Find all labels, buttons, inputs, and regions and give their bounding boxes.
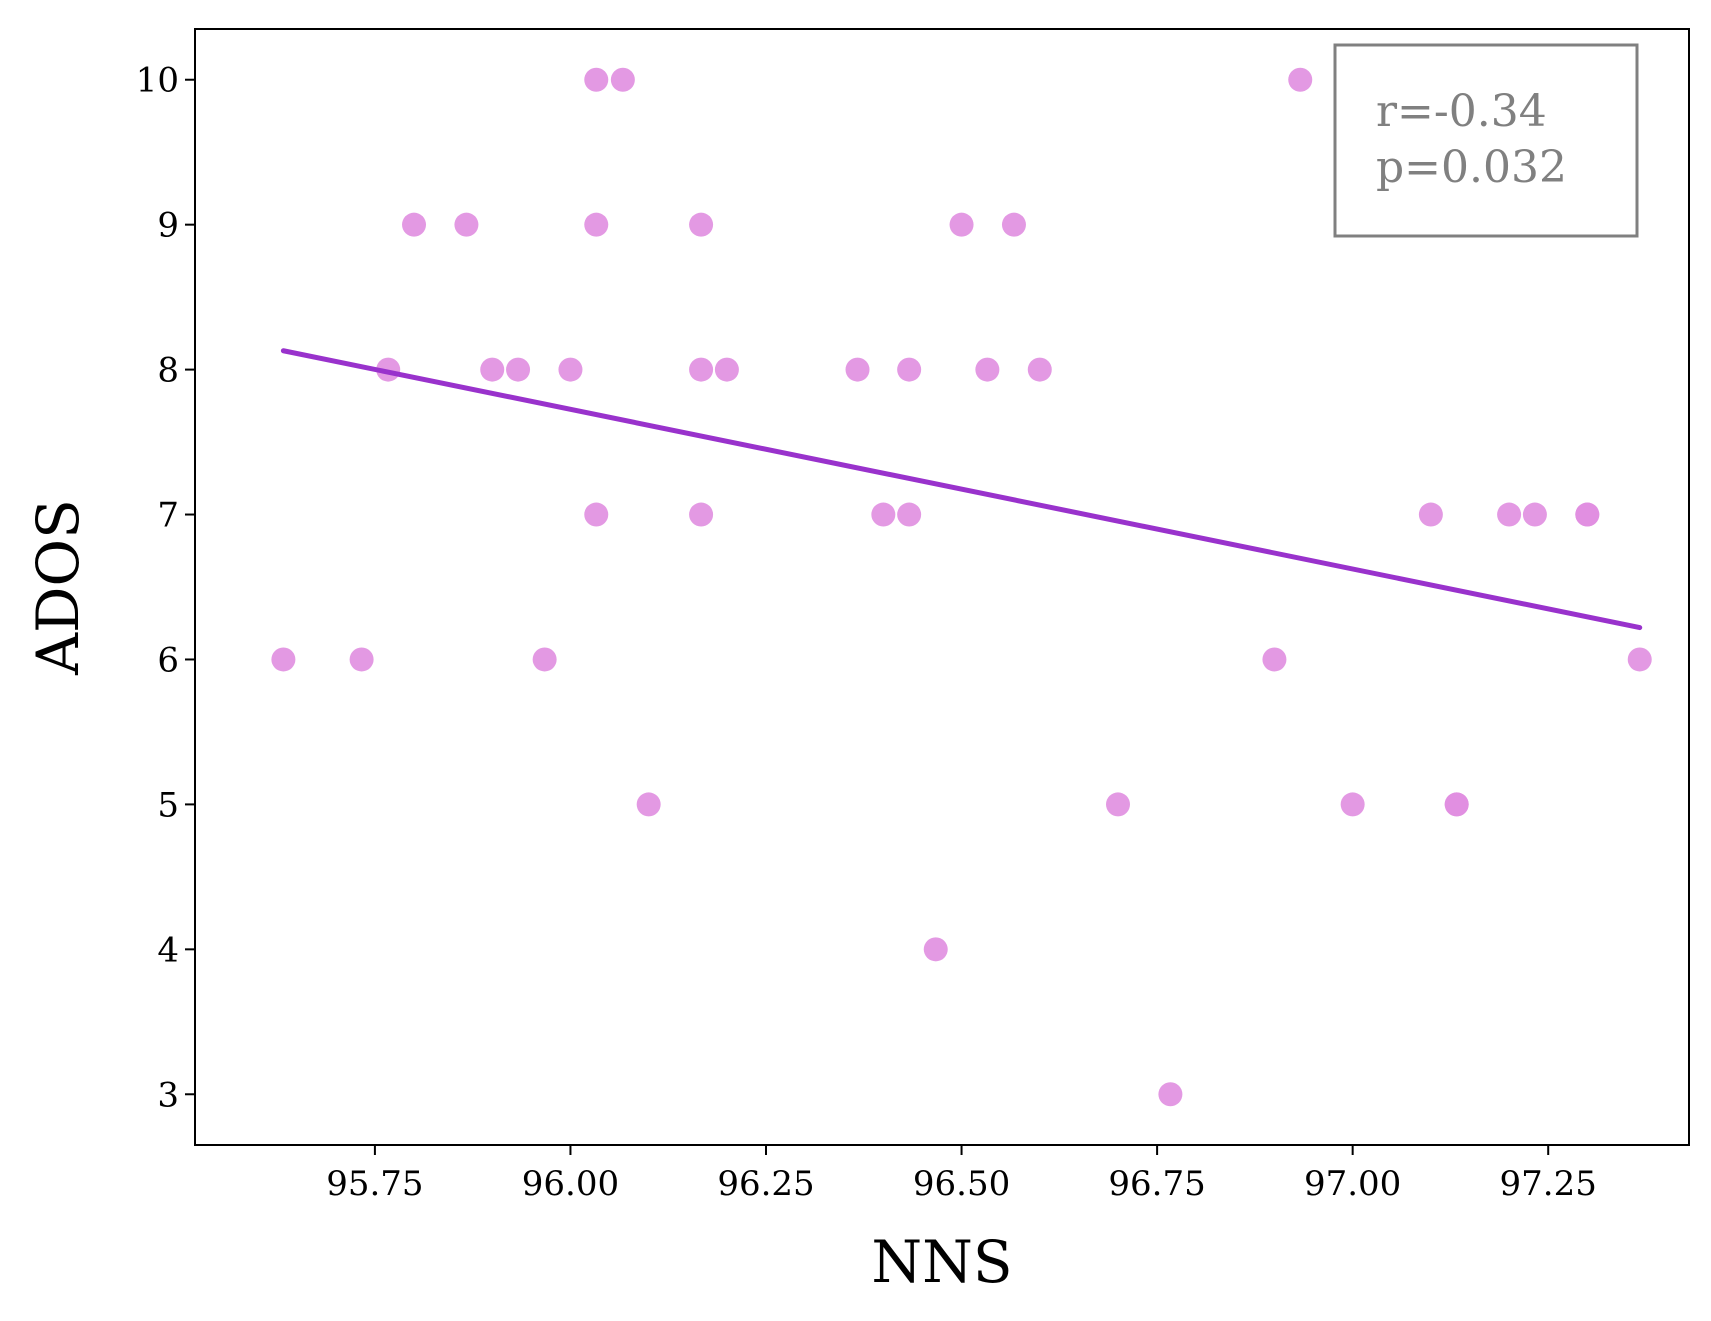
x-tick-label: 95.75: [326, 1164, 423, 1204]
x-tick-label: 96.75: [1108, 1164, 1205, 1204]
data-point: [1497, 502, 1522, 527]
x-tick-label: 96.25: [717, 1164, 814, 1204]
x-tick-label: 97.25: [1500, 1164, 1597, 1204]
y-tick-label: 6: [157, 640, 179, 680]
p-value-label: p=0.032: [1376, 142, 1567, 193]
y-axis-ticks: 3 4 5 6 7 8 9 10: [136, 61, 195, 1115]
data-point: [1627, 647, 1652, 672]
data-point: [1105, 792, 1130, 817]
r-value-label: r=-0.34: [1376, 86, 1547, 137]
x-tick-label: 97.00: [1304, 1164, 1401, 1204]
data-point: [532, 647, 557, 672]
data-point: [1340, 792, 1365, 817]
data-point: [714, 357, 739, 382]
y-tick-label: 7: [157, 496, 179, 536]
data-point: [454, 212, 479, 237]
x-axis-ticks: 95.75 96.00 96.25 96.50 96.75 97.00 97.25: [326, 1145, 1597, 1204]
plot-frame: [194, 28, 1690, 1146]
data-point: [689, 212, 714, 237]
stats-box: [1333, 43, 1639, 238]
data-point: [923, 937, 948, 962]
x-tick-label: 96.50: [913, 1164, 1010, 1204]
y-tick-label: 5: [157, 785, 179, 825]
data-point: [897, 502, 922, 527]
y-tick-label: 4: [157, 930, 179, 970]
data-point: [689, 357, 714, 382]
data-point: [610, 67, 635, 92]
y-tick-label: 3: [157, 1075, 179, 1115]
data-point: [1027, 357, 1052, 382]
data-point: [1001, 212, 1026, 237]
data-point: [271, 647, 296, 672]
data-point: [349, 647, 374, 672]
x-tick-label: 96.00: [522, 1164, 619, 1204]
y-tick-label: 9: [157, 206, 179, 246]
data-point: [1158, 1082, 1183, 1107]
y-axis-label: ADOS: [24, 499, 92, 676]
data-point: [845, 357, 870, 382]
data-point: [897, 357, 922, 382]
data-point: [584, 502, 609, 527]
data-point: [1444, 792, 1469, 817]
data-point: [584, 67, 609, 92]
data-points: [271, 67, 1652, 1107]
data-point: [949, 212, 974, 237]
data-point: [689, 502, 714, 527]
data-point: [1288, 67, 1313, 92]
y-tick-label: 10: [136, 61, 179, 101]
x-axis-label: NNS: [871, 1228, 1012, 1296]
data-point: [1262, 647, 1287, 672]
data-point: [584, 212, 609, 237]
data-point: [871, 502, 896, 527]
data-point: [558, 357, 583, 382]
data-point: [975, 357, 1000, 382]
data-point: [1522, 502, 1547, 527]
regression-line: [280, 348, 1643, 631]
data-point: [506, 357, 531, 382]
data-point: [480, 357, 505, 382]
y-tick-label: 8: [157, 351, 179, 391]
data-point: [636, 792, 661, 817]
data-point: [402, 212, 427, 237]
data-point: [1418, 502, 1443, 527]
data-point: [1575, 502, 1600, 527]
